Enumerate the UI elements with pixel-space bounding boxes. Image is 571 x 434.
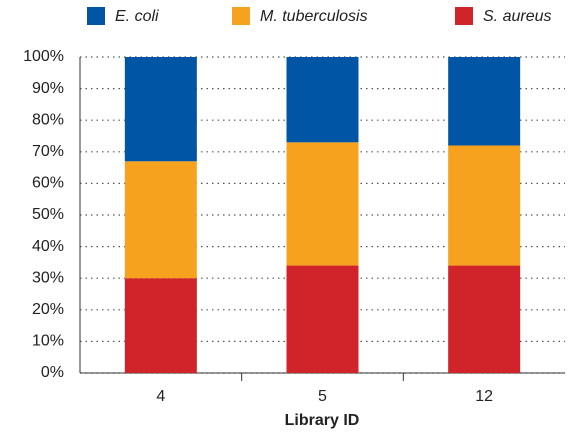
legend-swatch (455, 7, 473, 25)
y-tick-label: 20% (32, 301, 64, 318)
legend-swatch (87, 7, 105, 25)
y-tick-label: 30% (32, 269, 64, 286)
bar-segment (286, 265, 359, 373)
y-tick-label: 60% (32, 175, 64, 192)
y-tick-label: 40% (32, 238, 64, 255)
bar-segment (448, 145, 521, 266)
bar-segment (124, 278, 197, 373)
legend-swatch (232, 7, 250, 25)
x-axis-title: Library ID (285, 412, 360, 429)
bar-segment (124, 161, 197, 279)
legend-text: E. coli (115, 8, 159, 25)
x-tick-label: 4 (156, 388, 165, 405)
x-tick-label: 12 (475, 388, 493, 405)
legend-text: M. tuberculosis (260, 8, 368, 25)
x-tick-label: 5 (318, 388, 327, 405)
bar-segment (286, 57, 359, 143)
y-tick-label: 0% (41, 364, 64, 381)
bar-segment (448, 57, 521, 146)
y-tick-label: 10% (32, 333, 64, 350)
y-tick-label: 70% (32, 143, 64, 160)
y-tick-label: 50% (32, 206, 64, 223)
legend-text: S. aureus (483, 8, 551, 25)
y-tick-label: 90% (32, 80, 64, 97)
y-tick-label: 100% (23, 48, 64, 65)
bar-segment (448, 265, 521, 373)
bar-segment (286, 142, 359, 266)
bar-segment (124, 57, 197, 162)
y-tick-label: 80% (32, 111, 64, 128)
